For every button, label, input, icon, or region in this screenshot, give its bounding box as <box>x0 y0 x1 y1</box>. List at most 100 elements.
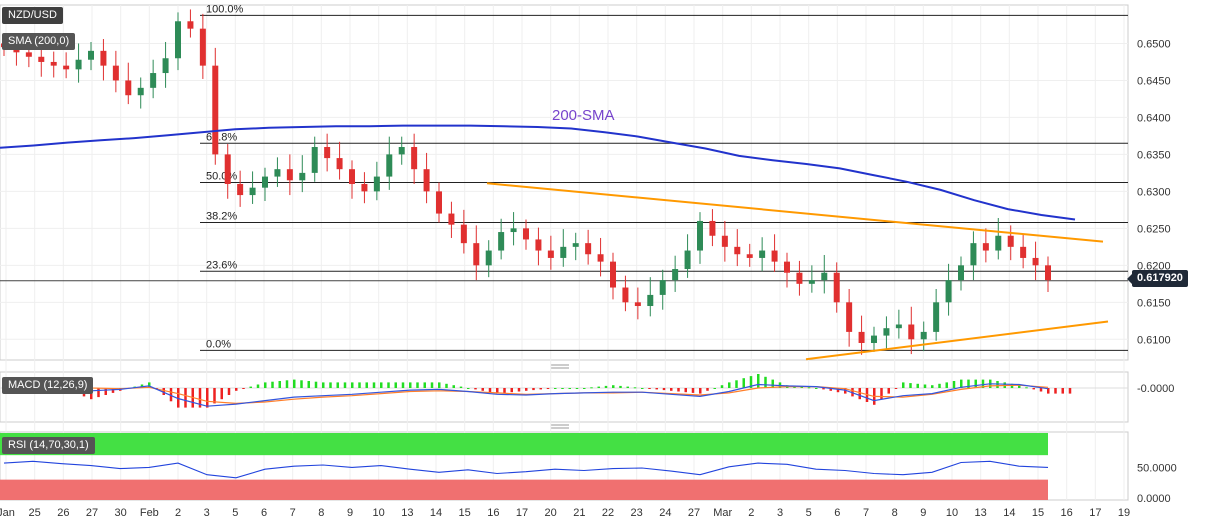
macd-histogram-bar <box>307 381 310 388</box>
x-tick-label: 17 <box>1089 507 1101 519</box>
macd-signal-line <box>3 384 1049 405</box>
macd-histogram-bar <box>916 383 919 388</box>
candle-body <box>336 158 343 170</box>
macd-histogram-bar <box>735 380 738 388</box>
x-tick-label: 15 <box>1032 507 1044 519</box>
macd-histogram-bar <box>945 382 948 388</box>
candle-body <box>634 302 641 307</box>
rsi-oversold-zone <box>0 479 1048 500</box>
macd-histogram-bar <box>626 386 629 388</box>
fib-level-label: 50.0% <box>206 171 237 183</box>
macd-histogram-bar <box>742 378 745 388</box>
macd-histogram-bar <box>960 379 963 388</box>
rsi-indicator-label[interactable]: RSI (14,70,30,1) <box>2 437 95 454</box>
macd-histogram-bar <box>764 376 767 388</box>
macd-histogram-bar <box>894 388 898 389</box>
x-tick-label: 10 <box>373 507 385 519</box>
candle-body <box>958 265 964 281</box>
x-tick-label: 20 <box>545 507 557 519</box>
macd-histogram-bar <box>452 385 455 388</box>
candle-body <box>349 169 355 184</box>
candle-body <box>585 243 592 255</box>
macd-histogram-bar <box>568 388 571 389</box>
candle-body <box>411 147 418 170</box>
y-tick-label: 0.6250 <box>1137 223 1171 235</box>
macd-histogram-bar <box>902 382 905 388</box>
macd-histogram-bar <box>1039 388 1043 392</box>
macd-histogram-bar <box>278 381 281 388</box>
candle-body <box>597 254 604 262</box>
candle-body <box>423 169 430 192</box>
resistance-trendline <box>486 182 1104 243</box>
candle-body <box>448 213 455 225</box>
macd-histogram-bar <box>343 382 347 388</box>
x-tick-label: 3 <box>777 507 783 519</box>
macd-histogram-bar <box>706 388 709 391</box>
y-tick-label: 0.6200 <box>1137 260 1171 272</box>
macd-histogram-bar <box>351 382 354 388</box>
macd-histogram-bar <box>169 388 173 402</box>
macd-histogram-bar <box>967 379 970 388</box>
candle-body <box>908 324 915 340</box>
candle-body <box>88 50 94 60</box>
rsi-y-tick: 0.0000 <box>1137 493 1171 505</box>
candle-body <box>1007 235 1014 247</box>
x-tick-label: 15 <box>459 507 471 519</box>
x-tick-label: 8 <box>892 507 898 519</box>
macd-histogram-bar <box>510 388 513 393</box>
y-tick-label: 0.6100 <box>1137 334 1171 346</box>
candle-body <box>25 52 32 57</box>
candle-body <box>610 261 616 288</box>
candle-body <box>460 224 467 244</box>
candle-body <box>398 147 405 155</box>
candle-body <box>746 254 753 258</box>
sma-indicator-label[interactable]: SMA (200,0) <box>2 33 76 50</box>
x-tick-label: 3 <box>204 507 210 519</box>
candle-body <box>224 154 231 184</box>
candle-body <box>237 183 244 196</box>
x-tick-label: 2 <box>175 507 181 519</box>
candle-body <box>324 147 331 159</box>
macd-histogram-bar <box>184 388 187 408</box>
last-price-tag: 0.617920 <box>1127 270 1188 287</box>
macd-histogram-bar <box>590 387 593 389</box>
macd-line <box>3 383 1049 407</box>
support-trendline <box>805 320 1109 361</box>
candle-body <box>510 228 517 233</box>
macd-histogram-bar <box>829 388 832 391</box>
macd-histogram-bar <box>684 388 687 393</box>
candle-body <box>622 287 629 303</box>
macd-histogram-bar <box>387 382 390 388</box>
x-tick-label: 5 <box>806 507 812 519</box>
macd-histogram-bar <box>952 381 956 388</box>
candle-body <box>137 87 144 96</box>
candle-body <box>1045 265 1051 281</box>
candle-body <box>38 56 45 62</box>
candle-body <box>697 220 703 251</box>
macd-indicator-label[interactable]: MACD (12,26,9) <box>2 377 94 394</box>
macd-panel <box>0 371 1129 423</box>
macd-histogram-bar <box>97 388 100 398</box>
candle-body <box>187 21 194 29</box>
x-tick-label: 16 <box>487 507 499 519</box>
candle-body <box>199 28 206 66</box>
candle-body <box>63 65 70 70</box>
macd-histogram-bar <box>713 388 716 389</box>
macd-histogram-bar <box>445 383 448 388</box>
macd-histogram-bar <box>380 382 383 388</box>
candle-body <box>871 335 877 343</box>
macd-histogram-bar <box>271 381 274 388</box>
candle-body <box>373 176 380 192</box>
y-tick-label: 0.6350 <box>1137 149 1171 161</box>
candle-body <box>100 50 107 66</box>
macd-histogram-bar <box>227 388 231 395</box>
macd-histogram-bar <box>887 388 890 394</box>
macd-histogram-bar <box>554 388 557 389</box>
macd-histogram-bar <box>633 387 637 389</box>
candle-body <box>162 58 169 74</box>
candle-body <box>547 250 554 258</box>
y-tick-label: 0.6150 <box>1137 297 1171 309</box>
candle-body <box>1032 257 1039 266</box>
